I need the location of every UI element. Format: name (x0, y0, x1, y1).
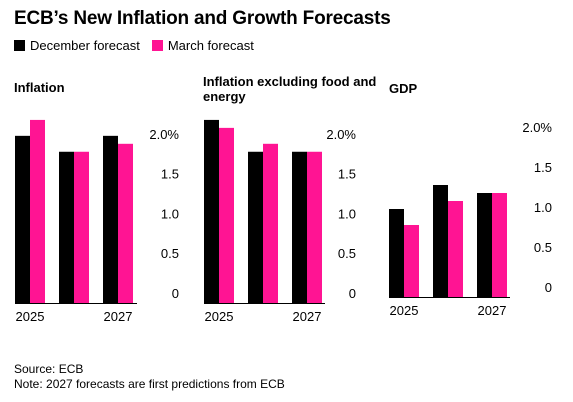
bar-gdp-2026-march (448, 201, 463, 297)
bar-core-inflation-2027-march (307, 151, 322, 303)
legend-item-march: March forecast (151, 38, 254, 53)
bar-inflation-2027-march (118, 143, 133, 303)
y-tick-label-core-inflation-3: 1.5 (338, 167, 356, 182)
x-tick-label-inflation-2027: 2027 (104, 309, 133, 324)
x-tick-label-gdp-2027: 2027 (478, 303, 507, 318)
legend-item-december: December forecast (14, 38, 140, 53)
bar-gdp-2027-december (477, 193, 492, 297)
bar-gdp-2026-december (433, 185, 448, 297)
legend-label-december: December forecast (30, 38, 140, 53)
footnote: Note: 2027 forecasts are first predictio… (14, 377, 285, 391)
bar-gdp-2025-december (389, 209, 404, 297)
x-tick-label-core-inflation-2027: 2027 (293, 309, 322, 324)
legend: December forecast March forecast (14, 38, 266, 53)
x-tick-label-inflation-2025: 2025 (16, 309, 45, 324)
bar-inflation-2027-december (103, 135, 118, 303)
legend-swatch-march (151, 40, 163, 51)
panel-title-inflation: Inflation (14, 80, 65, 95)
y-tick-label-inflation-2: 1.0 (161, 206, 179, 221)
y-tick-label-core-inflation-0: 0 (349, 286, 356, 301)
panel-title-core-inflation: Inflation excluding food and energy (203, 74, 377, 104)
bar-core-inflation-2027-december (292, 151, 307, 303)
panel-title-gdp: GDP (389, 81, 418, 96)
y-tick-label-gdp-1: 0.5 (534, 240, 552, 255)
y-tick-label-gdp-3: 1.5 (534, 160, 552, 175)
bar-core-inflation-2026-december (248, 151, 263, 303)
bar-gdp-2027-march (492, 193, 507, 297)
y-tick-label-inflation-3: 1.5 (161, 167, 179, 182)
y-tick-label-inflation-1: 0.5 (161, 246, 179, 261)
y-tick-label-inflation-0: 0 (172, 286, 179, 301)
legend-swatch-december (14, 40, 25, 51)
y-tick-label-gdp-4: 2.0% (522, 120, 552, 135)
bar-gdp-2025-march (404, 225, 419, 297)
y-tick-label-core-inflation-2: 1.0 (338, 206, 356, 221)
x-tick-label-gdp-2025: 2025 (390, 303, 419, 318)
bar-core-inflation-2026-march (263, 143, 278, 303)
y-tick-label-inflation-4: 2.0% (149, 127, 179, 142)
bar-inflation-2026-march (74, 151, 89, 303)
bar-inflation-2026-december (59, 151, 74, 303)
bar-inflation-2025-march (30, 119, 45, 303)
legend-label-march: March forecast (167, 38, 254, 53)
chart-title: ECB’s New Inflation and Growth Forecasts (14, 8, 391, 29)
y-tick-label-gdp-0: 0 (545, 280, 552, 295)
x-tick-label-core-inflation-2025: 2025 (205, 309, 234, 324)
bar-core-inflation-2025-december (204, 119, 219, 303)
y-tick-label-core-inflation-4: 2.0% (326, 127, 356, 142)
bar-inflation-2025-december (15, 135, 30, 303)
y-tick-label-gdp-2: 1.0 (534, 200, 552, 215)
source-note: Source: ECB (14, 362, 84, 376)
y-tick-label-core-inflation-1: 0.5 (338, 246, 356, 261)
bar-core-inflation-2025-march (219, 127, 234, 303)
